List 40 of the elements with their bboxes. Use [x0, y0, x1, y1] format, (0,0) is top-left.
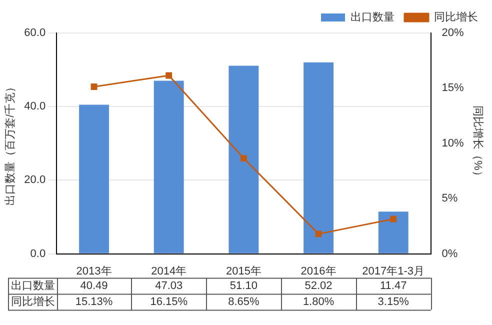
text: 同比增长 — [11, 296, 55, 308]
point — [390, 216, 397, 222]
data-label: 40.49 — [80, 280, 108, 292]
data-label: 47.03 — [155, 280, 183, 292]
point — [90, 84, 98, 90]
legend-label: 出口数量 — [350, 10, 394, 24]
x-tick-label: 2015年 — [226, 265, 262, 278]
x-tick-label: 2017年1-3月 — [362, 265, 425, 278]
data-label: 15.13% — [75, 296, 113, 308]
data-label: 8.65% — [228, 296, 260, 308]
bar — [228, 66, 259, 254]
x-tick-label: 2014年 — [151, 265, 187, 278]
bar — [304, 62, 334, 254]
y-axis-title: 出口数量（百万套/千克） — [4, 81, 17, 206]
y2-axis-title: 同比增长（%） — [471, 106, 484, 182]
data-label: 11.47 — [380, 280, 407, 292]
text: 出口数量 — [11, 280, 55, 292]
bar — [79, 104, 109, 254]
point — [315, 230, 322, 238]
y-tick-label: 60.0 — [24, 27, 46, 40]
y2-tick-label: 0% — [442, 248, 458, 260]
data-label: 1.80% — [302, 296, 334, 308]
y2-tick-label: 20% — [442, 27, 464, 40]
legend-label: 同比增长 — [434, 10, 478, 24]
data-label: 52.02 — [304, 280, 332, 292]
y2-tick-label: 15% — [442, 82, 464, 94]
y-tick-label: 40.0 — [24, 100, 46, 113]
data-label: 3.15% — [378, 296, 410, 308]
y2-tick-label: 10% — [442, 137, 464, 150]
x-tick-label: 2016年 — [300, 265, 336, 278]
data-label: 51.10 — [230, 280, 258, 292]
y-tick-label: 0.0 — [30, 248, 46, 260]
point — [166, 72, 172, 79]
point — [240, 155, 247, 162]
bar — [378, 212, 408, 254]
y2-tick-label: 5% — [442, 192, 458, 205]
y-tick-label: 20.0 — [24, 174, 46, 186]
x-tick-label: 2013年 — [76, 265, 112, 278]
bar — [154, 80, 184, 254]
data-label: 16.15% — [150, 296, 188, 308]
